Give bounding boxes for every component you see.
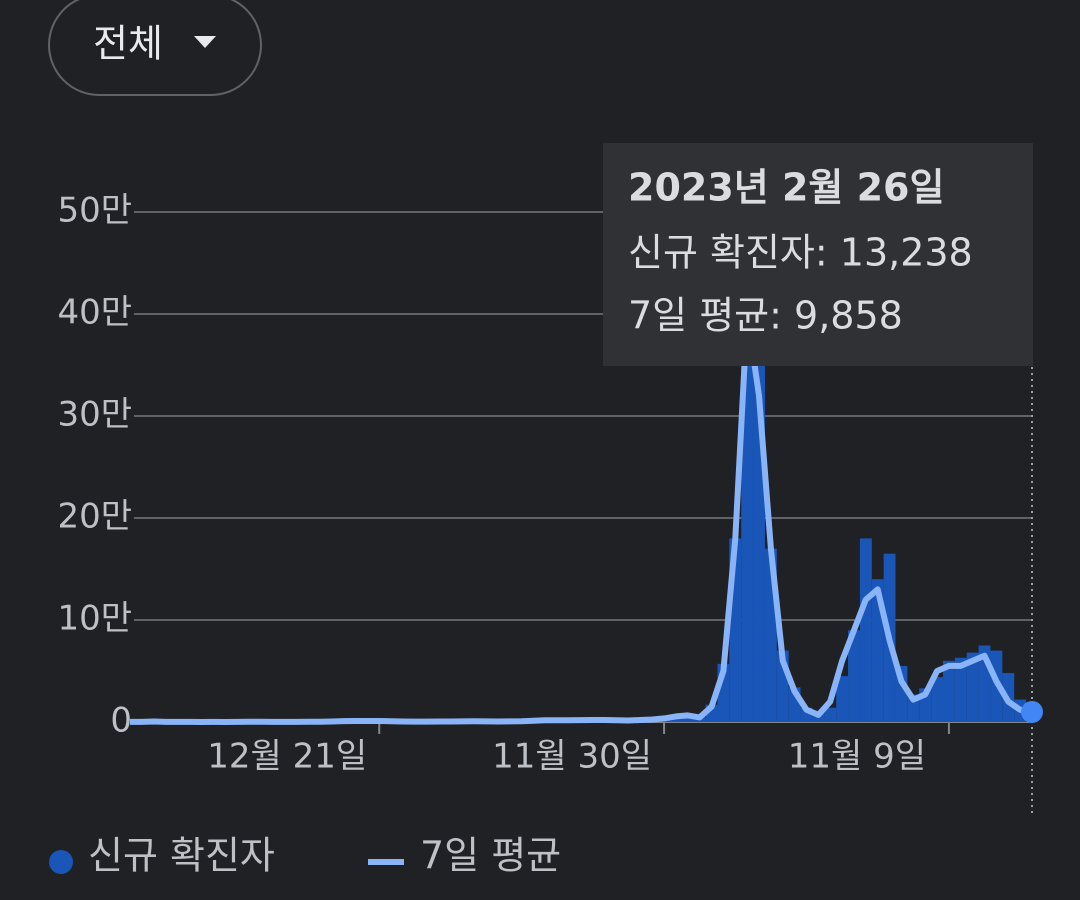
end-point [1021, 700, 1043, 723]
bar [788, 687, 801, 722]
tooltip-line: 신규 확진자: 13,238 [628, 231, 973, 275]
bar [753, 365, 765, 722]
bar [800, 707, 813, 722]
x-tick-label: 11월 9일 [788, 737, 926, 777]
y-tick-label: 10만 [57, 599, 132, 639]
bar [942, 660, 955, 722]
bar [729, 538, 742, 722]
y-tick-label: 30만 [57, 395, 132, 435]
bar [741, 143, 754, 722]
bar [895, 665, 908, 722]
bar [717, 663, 730, 722]
y-tick-label: 0 [110, 701, 132, 741]
y-tick-label: 20만 [57, 497, 132, 537]
bar [954, 657, 967, 722]
tooltip-title: 2023년 2월 26일 [628, 166, 944, 210]
bar [931, 677, 943, 722]
filter-button[interactable]: 전체 [48, 0, 262, 96]
tooltip: 2023년 2월 26일 신규 확진자: 13,238 7일 평균: 9,858 [603, 143, 1033, 366]
bar [776, 650, 789, 722]
legend-label: 신규 확진자 [88, 834, 275, 878]
tooltip-line: 7일 평균: 9,858 [628, 294, 903, 338]
avg-line [130, 311, 1033, 725]
bar [907, 694, 920, 722]
bar [966, 652, 979, 722]
legend: 신규 확진자 7일 평균 [49, 834, 561, 878]
grid: 0 10만 20만 30만 40만 50만 12월 21일 11월 30일 11월 9일 [57, 191, 1032, 777]
legend-label: 7일 평균 [420, 834, 561, 878]
bar [764, 548, 777, 722]
bar [919, 688, 932, 722]
bar [871, 579, 884, 722]
bar [836, 676, 849, 722]
dropdown-arrow [194, 36, 216, 48]
bar [824, 707, 837, 722]
tooltip-box [603, 143, 1033, 366]
bar [978, 645, 991, 722]
filter-outline [48, 0, 262, 96]
bar [859, 538, 872, 722]
bar [848, 630, 860, 722]
y-tick-label: 40만 [57, 293, 132, 333]
plot [124, 143, 1038, 725]
y-tick-label: 50만 [57, 191, 132, 231]
filter-label: 전체 [93, 22, 163, 66]
x-tick-label: 12월 21일 [207, 737, 367, 777]
x-tick-label: 11월 30일 [492, 737, 652, 777]
bar [705, 704, 718, 722]
legend-dot [49, 850, 73, 874]
